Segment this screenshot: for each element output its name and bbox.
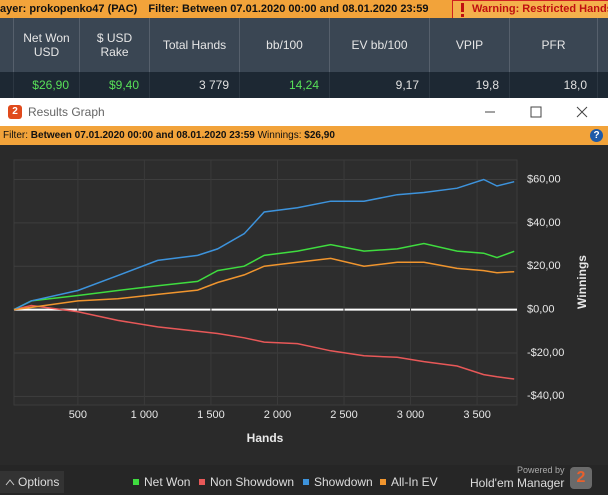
powered-by: Powered by <box>517 465 565 475</box>
table-row: $26,90 $9,40 3 779 14,24 9,17 19,8 18,0 <box>0 72 608 98</box>
column-header: Total Hands <box>150 18 240 72</box>
legend-item: Net Won <box>133 475 190 489</box>
legend-swatch <box>133 479 139 485</box>
column-header: EV bb/100 <box>330 18 430 72</box>
cell: 18,0 <box>510 72 598 98</box>
window-title: Results Graph <box>28 105 105 119</box>
x-tick-label: 500 <box>69 409 87 421</box>
column-header: PFR <box>510 18 598 72</box>
legend-label: Showdown <box>314 475 373 489</box>
x-tick-label: 2 500 <box>330 409 358 421</box>
x-tick-label: 3 500 <box>463 409 491 421</box>
x-tick-label: 3 000 <box>397 409 425 421</box>
series-line <box>13 257 515 311</box>
column-header: Net Won USD <box>14 18 80 72</box>
window-title-bar: 2 Results Graph <box>0 98 608 126</box>
y-tick-label: $60,00 <box>527 173 561 185</box>
options-label: Options <box>18 475 60 489</box>
legend-item: Showdown <box>303 475 373 489</box>
options-button[interactable]: Options <box>0 471 64 493</box>
maximize[interactable] <box>530 106 542 118</box>
series-line <box>13 304 515 380</box>
y-tick-label: -$20,00 <box>527 347 564 359</box>
chart: Hands Winnings -$40,00 -$20,00 $0,00 $20,00… <box>0 145 608 465</box>
cell: 14,24 <box>240 72 330 98</box>
brand: Hold'em Manager <box>470 476 565 490</box>
cell: 9,17 <box>330 72 430 98</box>
column-header: VPIP <box>430 18 510 72</box>
legend-label: Non Showdown <box>210 475 295 489</box>
legend-label: All-In EV <box>391 475 438 489</box>
warning-text: Warning: Restricted Hands <box>472 3 608 15</box>
options-arrow <box>5 479 15 486</box>
legend-label: Net Won <box>144 475 191 489</box>
y-tick-label: $40,00 <box>527 217 561 229</box>
y-tick-label: $0,00 <box>527 304 555 316</box>
table-header: Net Won USD $ USD Rake Total Hands bb/100 EV… <box>0 18 608 72</box>
close[interactable] <box>576 106 588 118</box>
x-axis-title: Hands <box>247 431 284 445</box>
app-icon: 2 <box>8 105 22 119</box>
winnings-value: $26,90 <box>304 130 335 141</box>
warning-icon <box>461 3 464 17</box>
plot-area <box>13 159 518 406</box>
footer: Options Net Won Non Showdown Showdown All-I… <box>0 465 608 495</box>
cell: 19,8 <box>430 72 510 98</box>
legend-swatch <box>199 479 205 485</box>
brand-logo: 2 <box>570 467 592 489</box>
y-axis-title: Winnings <box>575 255 589 309</box>
header-cell <box>0 18 14 72</box>
column-header: bb/100 <box>240 18 330 72</box>
legend-swatch <box>303 479 309 485</box>
window-controls <box>485 106 588 118</box>
warning[interactable]: Warning: Restricted Hands <box>452 0 608 19</box>
legend-item: Non Showdown <box>199 475 294 489</box>
player: ayer: prokopenko47 (PAC) <box>0 3 138 15</box>
cell: 3 779 <box>150 72 240 98</box>
cell: $9,40 <box>80 72 150 98</box>
cell: $26,90 <box>14 72 80 98</box>
filter-range: Between 07.01.2020 00:00 and 08.01.2020 … <box>30 130 255 141</box>
x-tick-label: 2 000 <box>264 409 292 421</box>
filter-label: Filter: <box>3 130 28 141</box>
y-tick-label: $20,00 <box>527 260 561 272</box>
winnings-label: Winnings: <box>257 130 302 141</box>
x-tick-label: 1 000 <box>131 409 159 421</box>
filter-summary: Filter: Between 07.01.2020 00:00 and 08.… <box>148 3 429 15</box>
cell <box>0 72 14 98</box>
legend-item: All-In EV <box>380 475 438 489</box>
filter-bar: Filter: Between 07.01.2020 00:00 and 08.… <box>0 126 608 145</box>
y-tick-label: -$40,00 <box>527 390 564 402</box>
column-header: $ USD Rake <box>80 18 150 72</box>
legend-swatch <box>380 479 386 485</box>
series-line <box>13 178 515 311</box>
x-tick-label: 1 500 <box>197 409 225 421</box>
help-button[interactable]: ? <box>590 129 603 142</box>
series-line <box>13 242 515 311</box>
